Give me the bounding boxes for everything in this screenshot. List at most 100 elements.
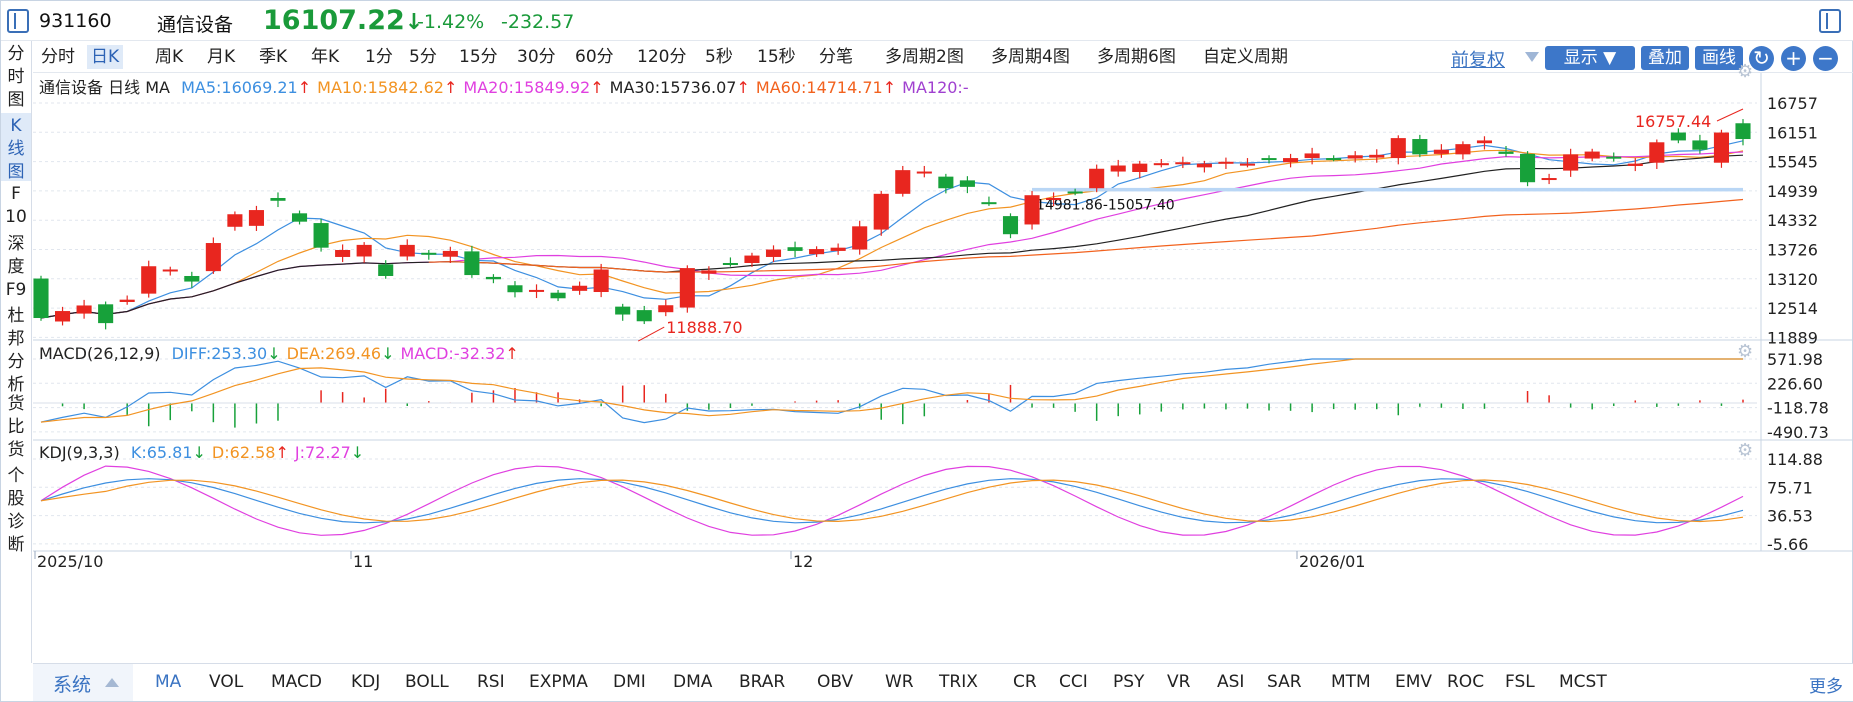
candle-body [141, 266, 157, 294]
period-tab-16[interactable]: 多周期4图 [991, 47, 1070, 67]
kdj-settings-gear-icon[interactable]: ⚙ [1737, 440, 1754, 461]
indicator-tab-cci[interactable]: CCI [1059, 672, 1088, 692]
main-y-tick: 12514 [1767, 299, 1818, 318]
indicator-tab-wr[interactable]: WR [885, 672, 914, 692]
adjust-mode-dropdown-icon[interactable] [1525, 52, 1539, 62]
candle-body [55, 311, 71, 322]
indicator-tab-brar[interactable]: BRAR [739, 672, 786, 692]
period-tab-13[interactable]: 15秒 [757, 47, 796, 67]
system-button[interactable]: 系统 [33, 664, 133, 701]
side-tab-4[interactable]: 杜邦分析 [7, 306, 25, 395]
main-y-tick: 16151 [1767, 123, 1818, 142]
indicator-tab-obv[interactable]: OBV [817, 672, 854, 692]
macd-arrow-icon-2: ↑ [505, 344, 519, 363]
indicator-tab-rsi[interactable]: RSI [477, 672, 505, 692]
indicator-tab-expma[interactable]: EXPMA [529, 672, 588, 692]
period-tab-7[interactable]: 5分 [409, 47, 437, 67]
indicator-tab-macd[interactable]: MACD [271, 672, 322, 692]
macd-y-tick: -118.78 [1767, 399, 1829, 418]
candle-body [464, 251, 480, 276]
zoom-out-icon[interactable]: − [1813, 46, 1838, 71]
macd-settings-gear-icon[interactable]: ⚙ [1737, 341, 1754, 362]
kdj-arrow-icon-1: ↑ [275, 443, 289, 462]
candle-body [1670, 132, 1686, 141]
main-y-tick: 15545 [1767, 153, 1818, 172]
sidebar-toggle-icon[interactable] [7, 9, 29, 33]
side-tab-5[interactable]: 货比货 [7, 394, 25, 460]
period-tab-18[interactable]: 自定义周期 [1203, 47, 1288, 67]
indicator-tab-mcst[interactable]: MCST [1559, 672, 1607, 692]
period-tab-11[interactable]: 120分 [637, 47, 687, 67]
indicator-tab-dma[interactable]: DMA [673, 672, 713, 692]
indicator-tab-boll[interactable]: BOLL [405, 672, 449, 692]
refresh-icon[interactable]: ↻ [1749, 46, 1774, 71]
more-indicators-link[interactable]: 更多 [1809, 677, 1843, 697]
ma-value-1: MA10:15842.62↑ [317, 78, 458, 97]
candle-body [1390, 138, 1406, 159]
period-tab-14[interactable]: 分笔 [819, 47, 853, 67]
indicator-tab-asi[interactable]: ASI [1217, 672, 1245, 692]
low-annotation: 11888.70 [666, 318, 742, 337]
indicator-tab-emv[interactable]: EMV [1395, 672, 1433, 692]
kdj-panel-title: KDJ(9,3,3) K:65.81↓ D:62.58↑ J:72.27↓ [39, 443, 364, 462]
period-tab-1[interactable]: 日K [87, 45, 124, 69]
candle-body [1239, 163, 1256, 166]
indicator-tab-kdj[interactable]: KDJ [351, 672, 381, 692]
candle-body [162, 269, 178, 272]
period-tab-8[interactable]: 15分 [459, 47, 498, 67]
period-tab-3[interactable]: 月K [207, 47, 236, 67]
indicator-tab-trix[interactable]: TRIX [939, 672, 978, 692]
macd-y-tick: 226.60 [1767, 374, 1823, 393]
x-axis-label: 11 [353, 552, 373, 571]
period-tab-5[interactable]: 年K [311, 47, 340, 67]
last-price: 16107.22↓ [263, 5, 424, 36]
ma20-line [40, 151, 1744, 319]
main-y-tick: 14939 [1767, 182, 1818, 201]
main-title-name: 通信设备 [39, 78, 104, 97]
period-tab-15[interactable]: 多周期2图 [885, 47, 964, 67]
side-tab-6[interactable]: 个股诊断 [7, 466, 25, 555]
period-tab-17[interactable]: 多周期6图 [1097, 47, 1176, 67]
chart-area[interactable]: 16757 16151 15545 14939 14332 13726 13120 12514… [33, 63, 1853, 663]
period-tab-2[interactable]: 周K [155, 47, 184, 67]
indicator-tab-ma[interactable]: MA [155, 672, 182, 692]
zoom-in-icon[interactable]: + [1781, 46, 1806, 71]
adjust-mode-button[interactable]: 前复权 [1451, 50, 1505, 71]
candle-body [550, 292, 566, 299]
period-tab-6[interactable]: 1分 [365, 47, 393, 67]
candle-body [701, 270, 717, 274]
ma-arrow-icon-2: ↑ [590, 78, 604, 97]
indicator-tab-vr[interactable]: VR [1167, 672, 1191, 692]
indicator-tab-fsl[interactable]: FSL [1505, 672, 1535, 692]
period-tab-10[interactable]: 60分 [575, 47, 614, 67]
indicator-tab-vol[interactable]: VOL [209, 672, 244, 692]
draw-line-button[interactable]: 画线 [1695, 46, 1743, 70]
period-tab-0[interactable]: 分时 [41, 47, 75, 67]
main-settings-gear-icon[interactable]: ⚙ [1737, 61, 1754, 82]
period-tab-4[interactable]: 季K [259, 47, 288, 67]
candle-body [227, 214, 243, 227]
indicator-tab-psy[interactable]: PSY [1113, 672, 1145, 692]
indicator-tab-mtm[interactable]: MTM [1331, 672, 1371, 692]
indicator-tab-sar[interactable]: SAR [1267, 672, 1302, 692]
side-tab-3[interactable]: 深度 F9 [5, 234, 27, 300]
candle-body [1563, 154, 1579, 171]
panel-toggle-icon[interactable] [1819, 9, 1841, 33]
display-button[interactable]: 显示 ▼ [1545, 46, 1635, 70]
side-tab-2[interactable]: F 10 [5, 184, 27, 227]
candle-body [1735, 123, 1751, 140]
side-tab-0[interactable]: 分时图 [7, 44, 25, 110]
macd-panel-title: MACD(26,12,9) DIFF:253.30↓ DEA:269.46↓ MAC… [39, 344, 519, 363]
overlay-button[interactable]: 叠加 [1641, 46, 1689, 70]
period-tab-9[interactable]: 30分 [517, 47, 556, 67]
ma-value-5: MA120:- [902, 78, 969, 97]
candle-body [421, 252, 437, 255]
indicator-tab-dmi[interactable]: DMI [613, 672, 646, 692]
kline-chart-svg[interactable]: 16757 16151 15545 14939 14332 13726 13120 12514… [33, 73, 1853, 663]
period-tab-12[interactable]: 5秒 [705, 47, 733, 67]
ma-value-4: MA60:14714.71↑ [755, 78, 897, 97]
candle-body [507, 285, 523, 293]
indicator-tab-cr[interactable]: CR [1013, 672, 1037, 692]
indicator-tab-roc[interactable]: ROC [1447, 672, 1485, 692]
